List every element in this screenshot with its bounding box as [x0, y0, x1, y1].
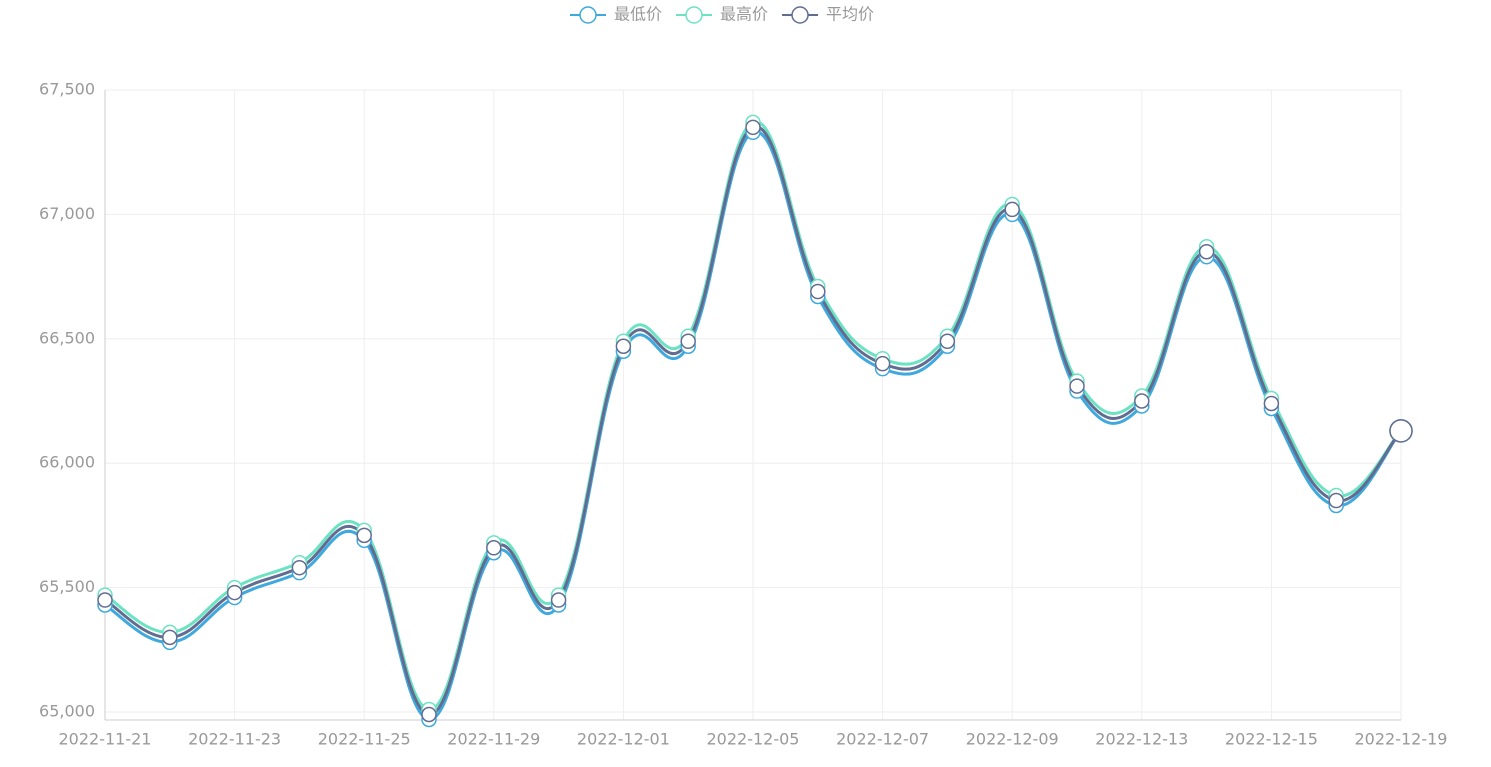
x-tick-label: 2022-12-19 [1355, 730, 1448, 749]
legend-label: 最高价 [720, 5, 768, 24]
point [550, 592, 567, 608]
point [421, 706, 437, 723]
y-tick-label: 66,000 [39, 453, 95, 472]
legend-marker [791, 6, 809, 24]
point [356, 527, 372, 544]
point [810, 283, 826, 300]
point [745, 119, 761, 136]
point [1389, 419, 1413, 443]
x-tick-label: 2022-12-15 [1225, 730, 1318, 749]
legend-label: 平均价 [826, 5, 874, 24]
x-tick-label: 2022-11-21 [59, 730, 152, 749]
point [1328, 492, 1344, 509]
point [486, 540, 502, 556]
x-tick-label: 2022-12-01 [577, 730, 670, 749]
point [1134, 393, 1150, 409]
point [1069, 378, 1085, 394]
x-tick-label: 2022-12-09 [966, 730, 1059, 749]
point [162, 629, 178, 646]
legend-marker [685, 6, 703, 24]
y-tick-label: 67,000 [39, 204, 95, 223]
legend: 最低价 最高价 平均价 [570, 5, 874, 24]
point [680, 333, 696, 350]
point [1004, 201, 1020, 218]
x-tick-label: 2022-11-25 [318, 730, 411, 749]
point [97, 592, 113, 608]
x-tick-label: 2022-12-07 [836, 730, 929, 749]
point [226, 584, 243, 601]
y-tick-label: 66,500 [39, 328, 95, 347]
legend-label: 最低价 [614, 5, 662, 24]
point [939, 333, 956, 350]
point [1198, 243, 1215, 260]
legend-marker [579, 6, 597, 24]
point [1263, 395, 1280, 412]
y-tick-label: 65,500 [39, 577, 95, 596]
y-tick-label: 65,000 [39, 702, 95, 721]
point [874, 355, 891, 372]
y-tick-label: 67,500 [39, 80, 95, 99]
point [291, 559, 308, 576]
point [615, 338, 632, 355]
x-tick-label: 2022-11-23 [188, 730, 281, 749]
x-tick-label: 2022-11-29 [447, 730, 540, 749]
x-tick-label: 2022-12-13 [1095, 730, 1188, 749]
x-tick-label: 2022-12-05 [707, 730, 800, 749]
